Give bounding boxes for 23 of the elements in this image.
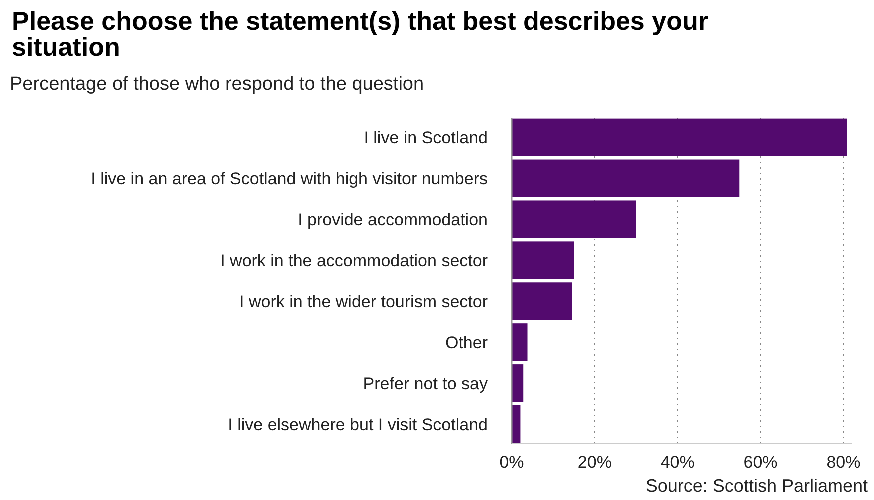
x-tick-label: 20% <box>578 453 612 472</box>
y-tick-label: I work in the wider tourism sector <box>240 292 488 312</box>
bar <box>512 242 574 280</box>
source-note: Source: Scottish Parliament <box>646 476 868 496</box>
x-tick-label: 0% <box>500 453 524 472</box>
x-tick-label: 60% <box>744 453 778 472</box>
bar <box>512 118 848 156</box>
x-tick-label: 40% <box>660 453 695 472</box>
x-tick-label: 80% <box>826 453 861 472</box>
bar <box>512 324 528 362</box>
y-tick-label: I provide accommodation <box>298 210 488 230</box>
y-tick-label: Prefer not to say <box>363 374 488 394</box>
y-tick-label: I live in an area of Scotland with high visitor numbers <box>91 170 488 189</box>
bar <box>512 160 740 198</box>
text: Percentage of those who respond to the question <box>10 74 424 95</box>
y-tick-label: I work in the accommodation sector <box>220 251 488 270</box>
y-tick-label: I live elsewhere but I visit Scotland <box>228 415 488 434</box>
chart-title: Please choose the statement(s) that best describes your situation <box>12 6 708 62</box>
bar <box>512 364 524 402</box>
bar <box>512 282 572 320</box>
bar <box>512 200 636 238</box>
y-tick-label: Other <box>445 333 488 352</box>
y-tick-label: I live in Scotland <box>364 128 488 148</box>
